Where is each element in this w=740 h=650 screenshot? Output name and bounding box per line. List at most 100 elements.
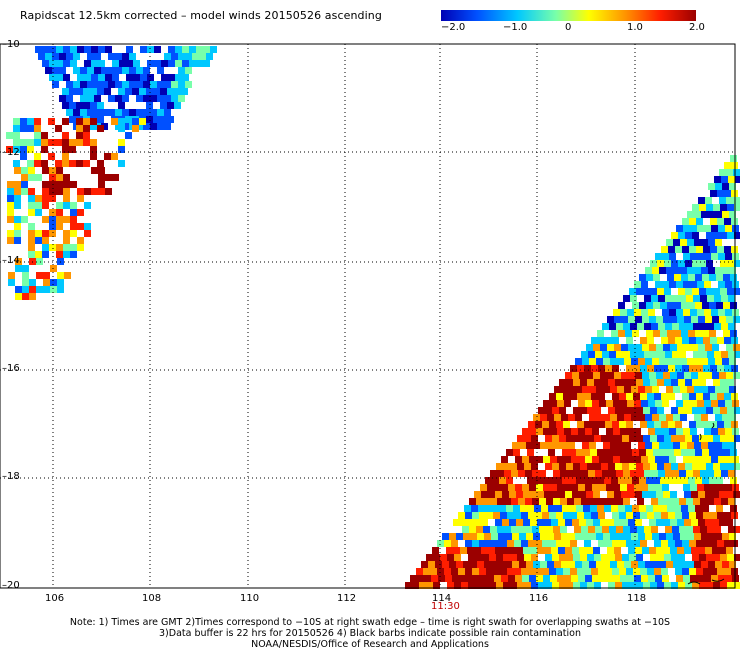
wind-pixel: [730, 449, 737, 456]
wind-pixel: [718, 225, 725, 232]
wind-pixel: [655, 484, 662, 491]
wind-pixel: [693, 526, 700, 533]
wind-pixel: [670, 344, 677, 351]
wind-pixel: [730, 274, 737, 281]
wind-pixel: [723, 274, 730, 281]
wind-pixel: [720, 435, 727, 442]
wind-pixel: [430, 568, 437, 575]
wind-pixel: [91, 46, 98, 53]
wind-pixel: [672, 323, 679, 330]
wind-pixel: [36, 272, 43, 279]
wind-pixel: [595, 526, 602, 533]
wind-pixel: [63, 244, 70, 251]
wind-pixel: [685, 260, 692, 267]
wind-pixel: [35, 174, 42, 181]
wind-pixel: [699, 407, 706, 414]
wind-pixel: [728, 470, 735, 477]
wind-pixel: [586, 547, 593, 554]
wind-pixel: [681, 330, 688, 337]
wind-pixel: [635, 344, 642, 351]
wind-pixel: [512, 442, 519, 449]
wind-pixel: [185, 81, 192, 88]
wind-pixel: [642, 491, 649, 498]
wind-pixel: [648, 309, 655, 316]
wind-pixel: [559, 435, 566, 442]
wind-pixel: [56, 174, 63, 181]
wind-pixel: [28, 195, 35, 202]
wind-pixel: [598, 568, 605, 575]
wind-pixel: [77, 209, 84, 216]
wind-pixel: [118, 146, 125, 153]
wind-pixel: [588, 526, 595, 533]
wind-pixel: [662, 281, 669, 288]
wind-pixel: [469, 498, 476, 505]
wind-pixel: [527, 505, 534, 512]
wind-pixel: [704, 253, 711, 260]
wind-pixel: [565, 491, 572, 498]
wind-pixel: [649, 344, 656, 351]
wind-pixel: [108, 81, 115, 88]
wind-pixel: [84, 60, 91, 67]
wind-pixel: [628, 372, 635, 379]
wind-pixel: [497, 470, 504, 477]
wind-pixel: [630, 470, 637, 477]
wind-pixel: [673, 239, 680, 246]
wind-pixel: [48, 139, 55, 146]
wind-pixel: [706, 554, 713, 561]
wind-pixel: [35, 46, 42, 53]
wind-pixel: [451, 568, 458, 575]
wind-pixel: [561, 561, 568, 568]
wind-pixel: [474, 519, 481, 526]
wind-pixel: [560, 526, 567, 533]
wind-pixel: [608, 379, 615, 386]
wind-pixel: [80, 95, 87, 102]
wind-pixel: [660, 449, 667, 456]
wind-pixel: [189, 46, 196, 53]
wind-pixel: [670, 491, 677, 498]
wind-pixel: [559, 407, 566, 414]
wind-pixel: [49, 174, 56, 181]
wind-pixel: [118, 118, 125, 125]
wind-pixel: [94, 67, 101, 74]
wind-pixel: [585, 484, 592, 491]
wind-pixel: [617, 442, 624, 449]
wind-pixel: [157, 109, 164, 116]
wind-pixel: [108, 109, 115, 116]
wind-pixel: [143, 123, 150, 130]
wind-pixel: [599, 575, 606, 582]
wind-pixel: [706, 582, 713, 589]
wind-pixel: [583, 449, 590, 456]
wind-pixel: [528, 421, 535, 428]
wind-pixel: [688, 505, 695, 512]
wind-pixel: [587, 554, 594, 561]
wind-pixel: [506, 449, 513, 456]
wind-pixel: [445, 575, 452, 582]
wind-pixel: [55, 125, 62, 132]
wind-pixel: [70, 230, 77, 237]
wind-pixel: [635, 491, 642, 498]
wind-pixel: [706, 260, 713, 267]
wind-pixel: [532, 470, 539, 477]
wind-pixel: [622, 435, 629, 442]
wind-pixel: [516, 491, 523, 498]
wind-pixel: [542, 540, 549, 547]
wind-pixel: [676, 428, 683, 435]
wind-pixel: [644, 351, 651, 358]
wind-pixel: [59, 67, 66, 74]
wind-pixel: [674, 330, 681, 337]
wind-pixel: [520, 505, 527, 512]
wind-pixel: [544, 519, 551, 526]
wind-pixel: [543, 400, 550, 407]
wind-pixel: [690, 400, 697, 407]
wind-pixel: [515, 456, 522, 463]
wind-pixel: [419, 582, 426, 589]
wind-pixel: [644, 470, 651, 477]
wind-pixel: [502, 519, 509, 526]
wind-pixel: [556, 421, 563, 428]
wind-pixel: [729, 386, 736, 393]
wind-pixel: [569, 449, 576, 456]
wind-pixel: [699, 379, 706, 386]
wind-pixel: [182, 74, 189, 81]
wind-pixel: [552, 582, 559, 589]
wind-pixel: [609, 351, 616, 358]
